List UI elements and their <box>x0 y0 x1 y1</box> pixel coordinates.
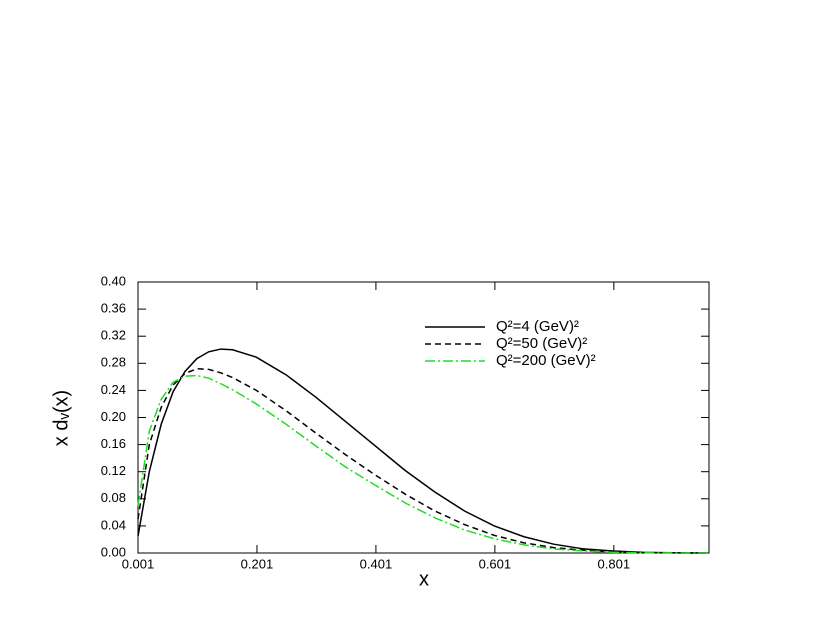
x-tick-label: 0.601 <box>479 556 512 571</box>
y-tick-label: 0.20 <box>101 409 126 424</box>
x-tick-label: 0.001 <box>122 556 155 571</box>
data-line <box>137 348 709 554</box>
y-tick-label: 0.36 <box>101 301 126 316</box>
y-tick-label: 0.40 <box>101 273 126 288</box>
x-axis-label: x <box>419 568 429 590</box>
x-tick-label: 0.201 <box>241 556 274 571</box>
y-tick-label: 0.16 <box>101 436 126 451</box>
y-tick-label: 0.12 <box>101 463 126 478</box>
y-tick-label: 0.08 <box>101 490 126 505</box>
legend-label: Q²=4 (GeV)² <box>496 318 579 335</box>
y-tick-label: 0.24 <box>101 382 126 397</box>
y-tick-label: 0.04 <box>101 517 126 532</box>
x-tick-label: 0.801 <box>598 556 631 571</box>
legend-label: Q²=50 (GeV)² <box>496 335 587 352</box>
y-tick-label: 0.28 <box>101 355 126 370</box>
legend-label: Q²=200 (GeV)² <box>496 352 596 369</box>
x-tick-label: 0.401 <box>360 556 393 571</box>
data-line <box>137 374 709 554</box>
y-axis-label: x dᵥ(x) <box>50 390 72 446</box>
data-line <box>137 367 709 554</box>
y-tick-label: 0.32 <box>101 328 126 343</box>
y-tick-label: 0.00 <box>101 544 126 559</box>
